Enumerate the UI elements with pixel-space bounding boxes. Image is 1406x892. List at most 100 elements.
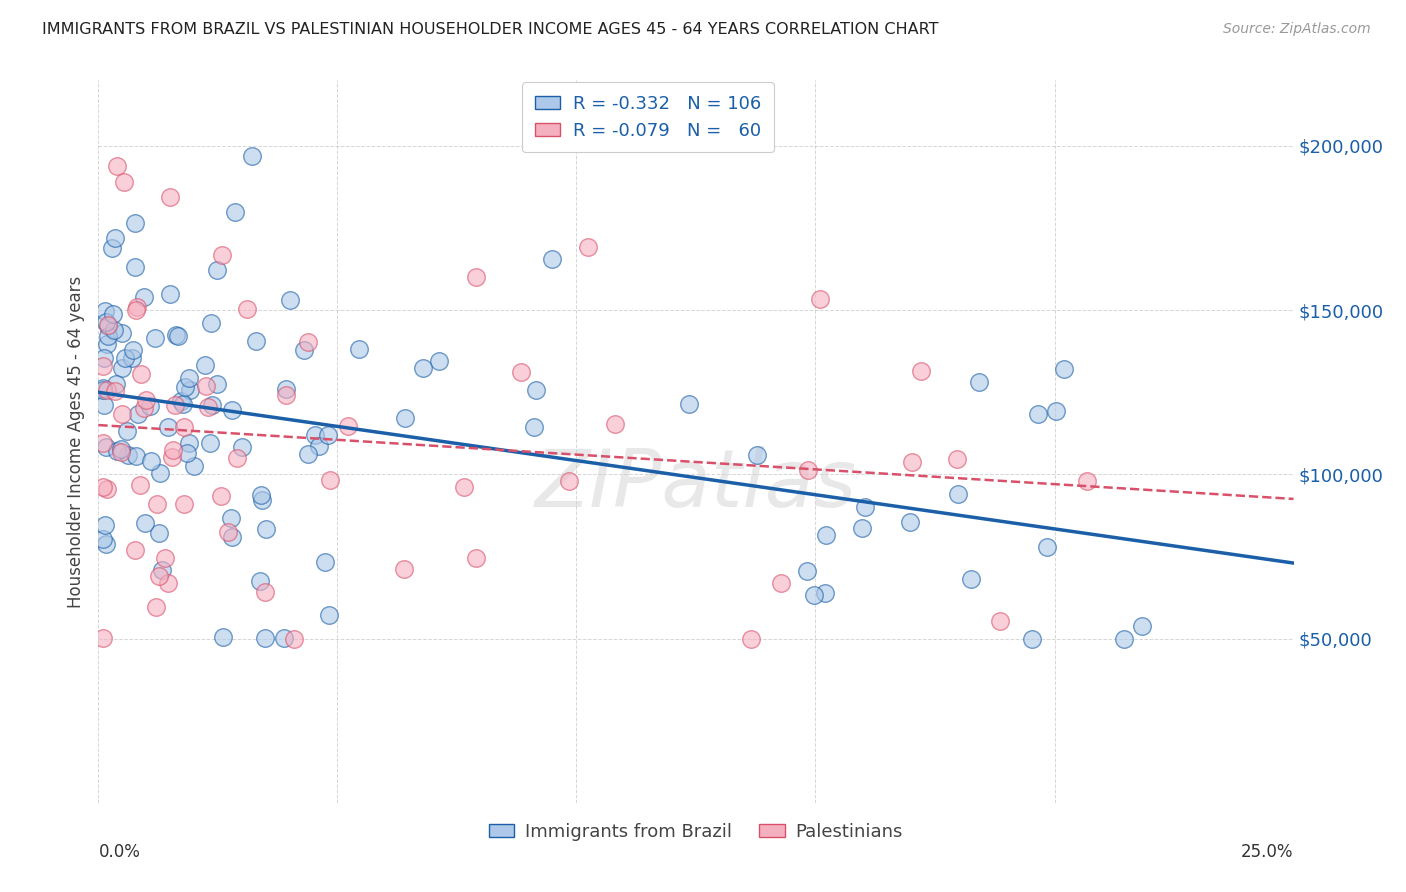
Point bbox=[198, 435, 221, 450]
Point bbox=[347, 342, 370, 356]
Point bbox=[156, 420, 179, 434]
Point bbox=[94, 304, 117, 318]
Point bbox=[94, 537, 117, 551]
Point bbox=[1026, 407, 1049, 421]
Point bbox=[464, 550, 486, 565]
Point bbox=[104, 231, 127, 245]
Point bbox=[160, 450, 183, 465]
Point bbox=[250, 493, 273, 508]
Point bbox=[93, 398, 115, 412]
Point bbox=[464, 269, 486, 284]
Point bbox=[274, 387, 297, 401]
Point bbox=[308, 439, 330, 453]
Point bbox=[205, 263, 228, 277]
Point bbox=[91, 480, 114, 494]
Point bbox=[91, 359, 114, 373]
Point bbox=[898, 516, 921, 530]
Point bbox=[174, 379, 197, 393]
Point bbox=[319, 473, 342, 487]
Point bbox=[318, 428, 340, 442]
Point bbox=[153, 550, 176, 565]
Point bbox=[111, 360, 134, 375]
Point bbox=[304, 428, 326, 442]
Point bbox=[97, 329, 120, 343]
Text: Source: ZipAtlas.com: Source: ZipAtlas.com bbox=[1223, 22, 1371, 37]
Point bbox=[558, 474, 581, 488]
Point bbox=[853, 500, 876, 514]
Point bbox=[149, 466, 172, 480]
Point bbox=[769, 575, 792, 590]
Point bbox=[93, 351, 115, 365]
Point bbox=[91, 631, 114, 645]
Point bbox=[209, 489, 232, 503]
Point bbox=[200, 317, 222, 331]
Point bbox=[412, 360, 434, 375]
Point bbox=[297, 334, 319, 349]
Point bbox=[254, 631, 277, 645]
Point bbox=[167, 328, 190, 343]
Point bbox=[796, 564, 818, 578]
Point bbox=[224, 205, 246, 219]
Point bbox=[740, 632, 762, 646]
Point bbox=[91, 533, 114, 547]
Point bbox=[236, 301, 259, 316]
Point bbox=[427, 354, 450, 368]
Point bbox=[250, 488, 273, 502]
Point bbox=[205, 376, 228, 391]
Point bbox=[177, 435, 200, 450]
Point bbox=[139, 399, 162, 413]
Point bbox=[1036, 540, 1059, 554]
Point bbox=[135, 393, 157, 408]
Point bbox=[273, 631, 295, 645]
Point bbox=[808, 292, 831, 306]
Point bbox=[803, 588, 825, 602]
Point bbox=[453, 480, 475, 494]
Point bbox=[159, 286, 181, 301]
Point bbox=[103, 323, 125, 337]
Point bbox=[337, 418, 360, 433]
Point bbox=[240, 149, 263, 163]
Point bbox=[124, 450, 146, 464]
Point bbox=[115, 425, 138, 439]
Point bbox=[125, 301, 148, 315]
Point bbox=[1112, 632, 1135, 647]
Point bbox=[163, 398, 186, 412]
Point bbox=[122, 343, 145, 358]
Point bbox=[278, 293, 301, 307]
Point bbox=[125, 302, 148, 317]
Point bbox=[94, 315, 117, 329]
Point bbox=[254, 522, 277, 536]
Point bbox=[162, 443, 184, 458]
Point bbox=[814, 528, 837, 542]
Point bbox=[249, 574, 271, 588]
Point bbox=[179, 384, 201, 398]
Point bbox=[201, 398, 224, 412]
Point bbox=[112, 175, 135, 189]
Text: IMMIGRANTS FROM BRAZIL VS PALESTINIAN HOUSEHOLDER INCOME AGES 45 - 64 YEARS CORR: IMMIGRANTS FROM BRAZIL VS PALESTINIAN HO… bbox=[42, 22, 939, 37]
Point bbox=[283, 632, 305, 646]
Point bbox=[127, 407, 149, 421]
Point bbox=[159, 190, 181, 204]
Point bbox=[110, 444, 132, 458]
Point bbox=[105, 444, 128, 458]
Point bbox=[211, 631, 233, 645]
Point bbox=[221, 403, 243, 417]
Point bbox=[524, 384, 547, 398]
Point bbox=[104, 377, 127, 392]
Text: ZIPatlas: ZIPatlas bbox=[534, 446, 858, 524]
Point bbox=[145, 497, 167, 511]
Point bbox=[901, 455, 924, 469]
Point bbox=[945, 452, 967, 467]
Point bbox=[91, 383, 114, 397]
Point bbox=[219, 511, 242, 525]
Point bbox=[814, 586, 837, 600]
Point bbox=[959, 572, 981, 586]
Point bbox=[797, 462, 820, 476]
Point bbox=[105, 159, 128, 173]
Point bbox=[394, 411, 416, 425]
Point bbox=[148, 569, 170, 583]
Point bbox=[314, 555, 336, 569]
Point bbox=[1076, 474, 1098, 488]
Point bbox=[145, 331, 167, 345]
Point bbox=[114, 351, 136, 365]
